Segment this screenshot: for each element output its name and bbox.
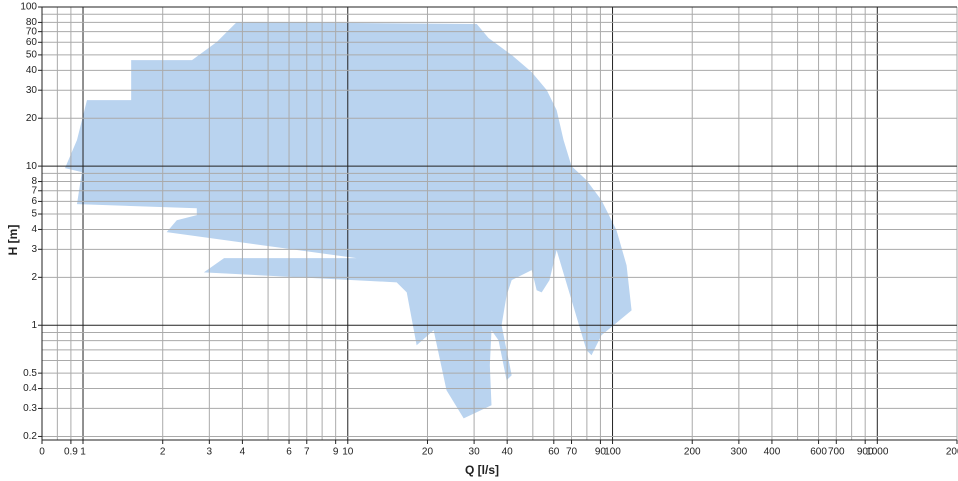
y-tick-label: 4: [31, 224, 37, 235]
y-tick-label: 80: [26, 17, 38, 28]
x-tick-label: 2000: [946, 447, 958, 458]
x-tick-label: 300: [731, 447, 748, 458]
x-tick-label: 600: [810, 447, 827, 458]
y-tick-label: 60: [26, 37, 38, 48]
x-tick-label: 1: [80, 447, 86, 458]
y-tick-label: 0.3: [23, 403, 37, 414]
x-tick-label: 900: [857, 447, 874, 458]
y-tick-label: 0.5: [23, 368, 37, 379]
x-tick-label: 70: [566, 447, 578, 458]
y-tick-label: 20: [26, 113, 38, 124]
y-tick-label: 70: [26, 26, 38, 37]
x-tick-label: 4: [240, 447, 246, 458]
y-tick-label: 3: [31, 244, 37, 255]
x-tick-label: 30: [469, 447, 481, 458]
x-tick-label: 20: [422, 447, 434, 458]
y-tick-label: 40: [26, 65, 38, 76]
y-tick-label: 0.4: [23, 383, 37, 394]
x-tick-label: 0.9: [64, 447, 78, 458]
y-tick-label: 0.2: [23, 431, 37, 442]
x-tick-label: 1000: [866, 447, 889, 458]
y-tick-label: 1: [31, 320, 37, 331]
x-tick-label: 7: [304, 447, 310, 458]
x-tick-label: 200: [684, 447, 701, 458]
x-tick-label: 2: [160, 447, 166, 458]
x-tick-label: 700: [828, 447, 845, 458]
x-tick-label: 100: [604, 447, 621, 458]
y-tick-label: 6: [31, 196, 37, 207]
x-tick-label: 40: [502, 447, 514, 458]
y-tick-label: 30: [26, 85, 38, 96]
y-axis-title: H [m]: [6, 225, 20, 256]
operating-area: [64, 21, 632, 419]
x-tick-label: 60: [548, 447, 560, 458]
x-tick-label: 0: [39, 447, 45, 458]
x-tick-label: 90: [595, 447, 607, 458]
x-tick-label: 3: [207, 447, 213, 458]
x-tick-label: 9: [333, 447, 339, 458]
y-tick-label: 50: [26, 50, 38, 61]
y-tick-label: 8: [31, 176, 37, 187]
y-tick-label: 2: [31, 272, 37, 283]
y-tick-label: 10: [26, 161, 38, 172]
x-tick-label: 6: [286, 447, 292, 458]
x-tick-label: 10: [342, 447, 354, 458]
y-tick-label: 100: [20, 2, 37, 13]
y-tick-label: 5: [31, 209, 37, 220]
x-axis-title: Q [l/s]: [465, 463, 499, 477]
y-tick-label: 7: [31, 185, 37, 196]
x-tick-label: 400: [764, 447, 781, 458]
